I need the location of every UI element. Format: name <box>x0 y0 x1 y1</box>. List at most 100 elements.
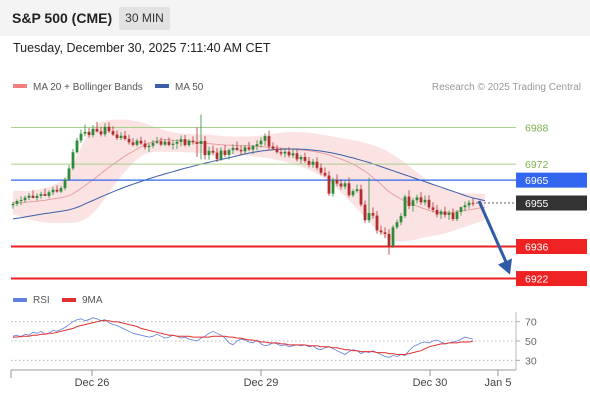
x-tick-label-1: Dec 29 <box>244 377 279 389</box>
x-tick-label-0: Dec 26 <box>75 377 110 389</box>
bollinger-band-fill <box>13 119 485 242</box>
rsi-tick-label-70: 70 <box>525 317 537 329</box>
candle-body <box>387 233 391 247</box>
candle-body <box>287 151 291 156</box>
rsi-series-rsi <box>12 317 474 358</box>
candle-body <box>299 157 303 160</box>
candle-body <box>79 133 83 141</box>
candle-body <box>159 141 163 145</box>
candle-body <box>95 128 99 132</box>
candle-body <box>63 179 67 189</box>
candle-body <box>271 146 275 149</box>
candle-body <box>411 200 415 206</box>
level-label-6922: 6922 <box>525 274 549 286</box>
candle-body <box>363 204 367 221</box>
candle-body <box>135 140 139 145</box>
candle-body <box>423 199 427 203</box>
candle-body <box>167 141 171 145</box>
candle-body <box>131 142 135 145</box>
candle-body <box>215 152 219 160</box>
timeframe-button[interactable]: 30 MIN <box>119 7 170 30</box>
forecast-arrow-head <box>498 258 512 275</box>
candle-body <box>175 141 179 144</box>
candle-body <box>31 195 35 198</box>
candle-body <box>379 230 383 233</box>
candle-body <box>279 152 283 154</box>
candle-body <box>399 216 403 223</box>
candle-body <box>147 145 151 148</box>
level-label-6965: 6965 <box>525 175 549 187</box>
candle-body <box>439 211 443 215</box>
candle-body <box>87 131 91 136</box>
candle-body <box>319 167 323 173</box>
level-tag-6922 <box>516 271 587 287</box>
level-label-6936: 6936 <box>525 242 549 254</box>
candle-body <box>291 153 295 156</box>
candle-body <box>311 161 315 165</box>
source-credit: Research © 2025 Trading Central <box>432 82 581 93</box>
level-label-6955: 6955 <box>525 198 549 210</box>
candle-body <box>323 172 327 176</box>
candle-body <box>455 211 459 220</box>
rsi-series-9ma <box>13 320 474 355</box>
legend-label-rsi: RSI <box>33 295 50 306</box>
candle-body <box>395 222 399 228</box>
instrument-title: S&P 500 (CME) <box>12 10 113 26</box>
candle-body <box>195 142 199 144</box>
legend-swatch-rsi <box>13 298 27 302</box>
candle-body <box>235 147 239 150</box>
candle-body <box>367 213 371 221</box>
level-label-6972: 6972 <box>525 159 549 171</box>
candle-body <box>91 128 95 136</box>
candle-body <box>327 175 331 194</box>
candle-body <box>471 202 475 204</box>
legend-swatch-bollinger <box>13 84 27 88</box>
candle-body <box>435 209 439 215</box>
candle-body <box>331 179 335 194</box>
candle-body <box>415 197 419 201</box>
candle-body <box>27 195 31 198</box>
legend-swatch-ma50 <box>155 84 169 88</box>
level-label-6988: 6988 <box>525 122 549 134</box>
candle-body <box>307 160 311 165</box>
candle-body <box>335 179 339 184</box>
candle-body <box>255 144 259 147</box>
candle-body <box>183 139 187 146</box>
candle-body <box>55 189 59 192</box>
forecast-arrow-shaft <box>477 200 510 268</box>
candle-body <box>339 183 343 187</box>
candle-body <box>343 183 347 187</box>
candle-body <box>43 194 47 196</box>
timestamp: Tuesday, December 30, 2025 7:11:40 AM CE… <box>13 41 271 55</box>
candle-body <box>39 194 43 196</box>
candle-body <box>251 146 255 150</box>
candle-body <box>143 143 147 148</box>
legend-label-bollinger: MA 20 + Bollinger Bands <box>33 82 143 93</box>
candle-body <box>83 131 87 134</box>
candle-body <box>459 207 463 212</box>
candle-body <box>407 196 411 206</box>
legend-label-ma50: MA 50 <box>175 82 204 93</box>
candle-body <box>443 211 447 215</box>
candle-body <box>155 141 159 143</box>
candle-body <box>107 126 111 132</box>
candle-body <box>67 168 71 180</box>
candle-body <box>391 227 395 247</box>
candle-body <box>35 195 39 198</box>
x-tick-label-3: Jan 5 <box>485 377 512 389</box>
candle-body <box>263 136 267 141</box>
candle-body <box>295 153 299 160</box>
candle-body <box>23 197 27 201</box>
legend-label-9ma: 9MA <box>82 295 103 306</box>
header-bar <box>0 0 590 36</box>
candle-body <box>315 161 319 168</box>
candle-body <box>179 139 183 142</box>
candle-body <box>283 151 287 154</box>
candle-body <box>427 199 431 208</box>
candle-body <box>119 135 123 138</box>
candle-body <box>139 140 143 144</box>
legend-swatch-9ma <box>62 298 76 302</box>
candle-body <box>419 197 423 203</box>
candle-body <box>11 203 15 206</box>
